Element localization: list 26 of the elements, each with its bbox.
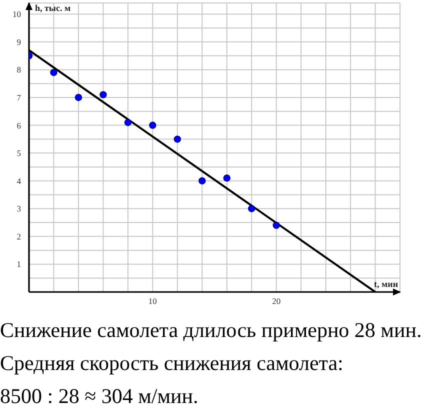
- text: Средняя скорость снижения самолета:: [0, 350, 344, 377]
- y-tick-label: 7: [16, 92, 21, 102]
- point: [100, 91, 107, 98]
- point: [124, 118, 132, 126]
- y-axis-title: h, тыс. м: [35, 3, 71, 13]
- text: 8500 : 28 ≈ 304 м/мин.: [0, 383, 200, 410]
- point: [198, 177, 206, 184]
- y-tick-label: 2: [16, 231, 21, 242]
- y-tick-label: 1: [16, 259, 21, 270]
- point: [149, 122, 156, 129]
- point: [223, 174, 230, 182]
- y-tick-label: 3: [16, 204, 21, 214]
- point: [272, 222, 280, 229]
- point: [50, 68, 58, 76]
- y-tick-label: 6: [16, 120, 21, 130]
- y-tick-label: 9: [16, 36, 21, 47]
- point: [248, 205, 256, 212]
- point: [74, 94, 82, 102]
- y-tick-label: 8: [16, 64, 21, 75]
- y-tick-label: 4: [16, 176, 22, 186]
- x-axis-title: t, мин: [374, 279, 398, 289]
- y-tick-label: 10: [12, 9, 21, 20]
- text: Снижение самолета длилось примерно 28 мин.: [0, 317, 423, 344]
- y-tick-label: 5: [16, 148, 21, 158]
- x-tick-label: 20: [272, 296, 281, 306]
- point: [174, 136, 181, 143]
